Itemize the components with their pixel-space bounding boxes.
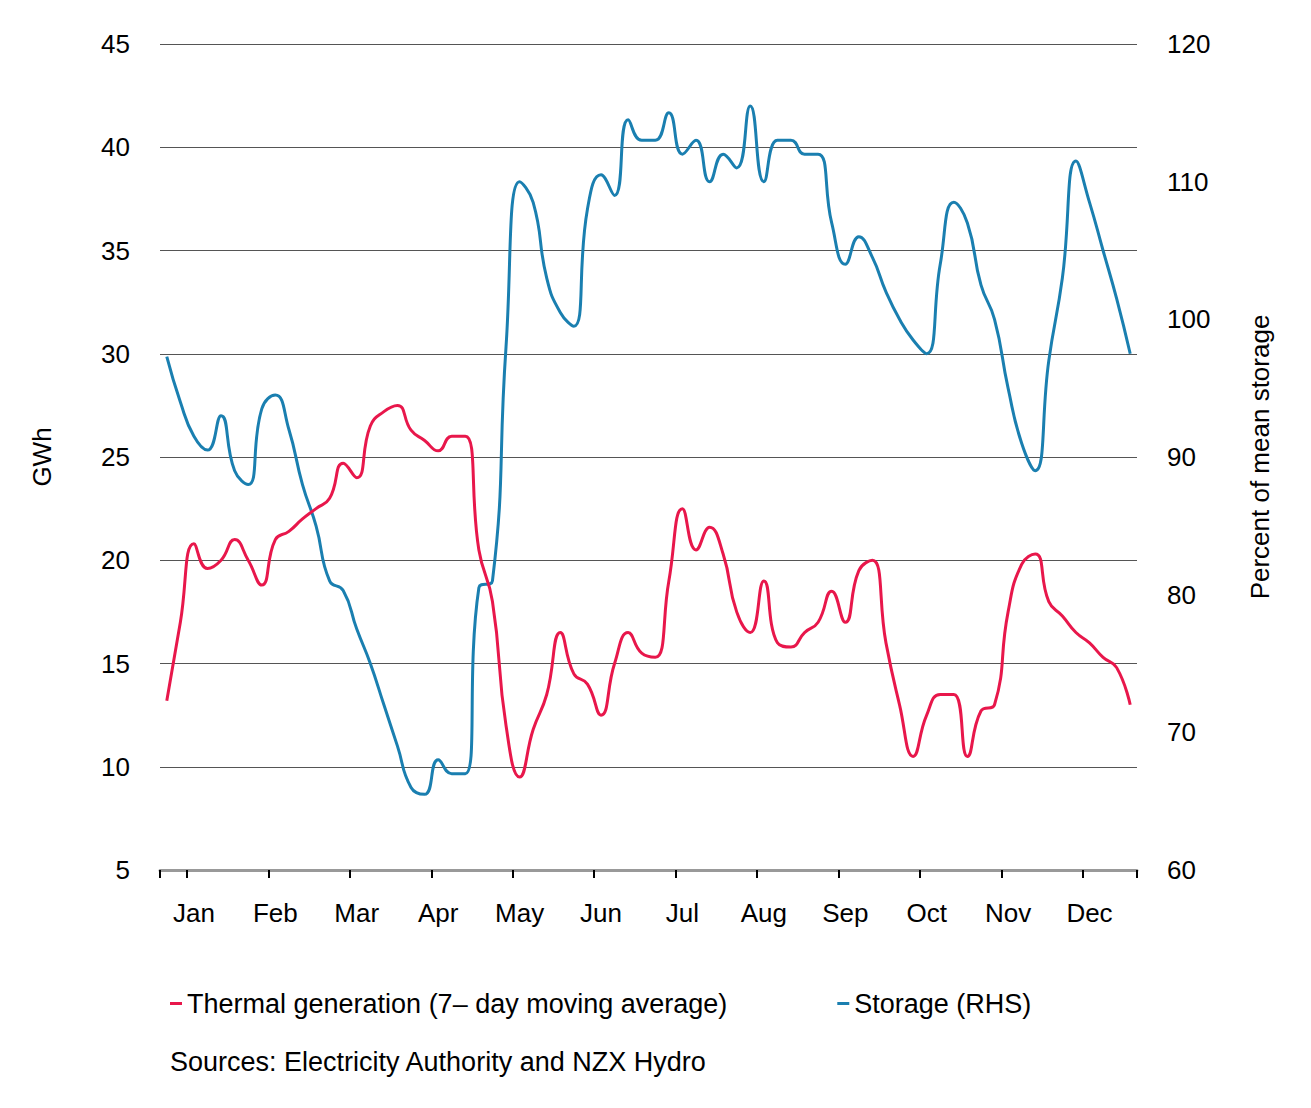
svg-text:15: 15 [101, 649, 130, 679]
svg-text:90: 90 [1167, 442, 1196, 472]
svg-text:May: May [495, 898, 544, 928]
svg-text:110: 110 [1167, 167, 1208, 197]
svg-text:GWh: GWh [27, 427, 57, 486]
svg-text:Mar: Mar [334, 898, 379, 928]
svg-text:Percent of mean storage: Percent of mean storage [1245, 315, 1275, 600]
svg-text:Thermal generation (7– day mov: Thermal generation (7– day moving averag… [187, 989, 727, 1019]
svg-text:Aug: Aug [741, 898, 787, 928]
svg-text:Jan: Jan [173, 898, 215, 928]
svg-text:120: 120 [1167, 29, 1210, 59]
svg-text:Feb: Feb [253, 898, 298, 928]
svg-text:Sep: Sep [822, 898, 868, 928]
svg-text:Jul: Jul [666, 898, 699, 928]
svg-text:45: 45 [101, 29, 130, 59]
svg-text:25: 25 [101, 442, 130, 472]
svg-text:30: 30 [101, 339, 130, 369]
svg-text:10: 10 [101, 752, 130, 782]
svg-text:35: 35 [101, 236, 130, 266]
svg-text:40: 40 [101, 132, 130, 162]
svg-text:5: 5 [116, 855, 130, 885]
svg-text:Apr: Apr [418, 898, 459, 928]
svg-text:Storage (RHS): Storage (RHS) [854, 989, 1031, 1019]
svg-text:Sources: Electricity Authority: Sources: Electricity Authority and NZX H… [170, 1047, 706, 1077]
svg-text:Nov: Nov [985, 898, 1031, 928]
svg-text:80: 80 [1167, 580, 1196, 610]
svg-text:60: 60 [1167, 855, 1196, 885]
svg-text:70: 70 [1167, 717, 1196, 747]
svg-text:100: 100 [1167, 304, 1210, 334]
svg-text:Jun: Jun [580, 898, 622, 928]
svg-text:20: 20 [101, 545, 130, 575]
svg-text:Dec: Dec [1066, 898, 1112, 928]
svg-text:Oct: Oct [906, 898, 947, 928]
